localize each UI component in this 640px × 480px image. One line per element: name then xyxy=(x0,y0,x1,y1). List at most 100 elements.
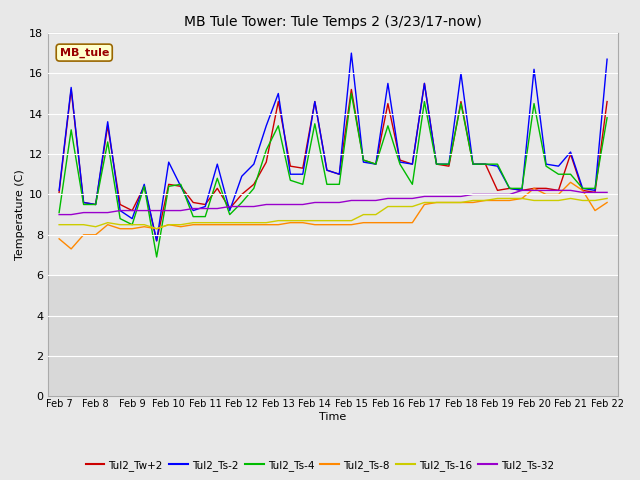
Tul2_Ts-8 xyxy=(348,222,355,228)
Tul2_Ts-4 xyxy=(591,185,599,191)
Tul2_Tw+2 xyxy=(493,188,501,193)
Tul2_Ts-4 xyxy=(445,161,452,167)
Tul2_Ts-2 xyxy=(518,188,526,193)
Tul2_Ts-4 xyxy=(116,216,124,221)
Tul2_Ts-8 xyxy=(55,236,63,242)
Tul2_Ts-2 xyxy=(481,161,489,167)
Tul2_Ts-32 xyxy=(153,208,161,214)
Tul2_Ts-2 xyxy=(104,119,111,125)
Tul2_Tw+2 xyxy=(420,81,428,86)
Tul2_Ts-4 xyxy=(250,185,258,191)
Tul2_Ts-32 xyxy=(311,200,319,205)
Tul2_Ts-8 xyxy=(372,220,380,226)
Tul2_Ts-4 xyxy=(129,222,136,228)
Tul2_Ts-8 xyxy=(202,222,209,228)
Title: MB Tule Tower: Tule Temps 2 (3/23/17-now): MB Tule Tower: Tule Temps 2 (3/23/17-now… xyxy=(184,15,482,29)
Tul2_Ts-32 xyxy=(348,198,355,204)
Tul2_Ts-2 xyxy=(591,188,599,193)
Tul2_Ts-8 xyxy=(493,198,501,204)
Tul2_Ts-2 xyxy=(238,173,246,179)
Tul2_Ts-8 xyxy=(360,220,367,226)
Tul2_Tw+2 xyxy=(250,181,258,187)
Tul2_Tw+2 xyxy=(555,188,563,193)
Tul2_Tw+2 xyxy=(275,99,282,105)
Tul2_Ts-8 xyxy=(116,226,124,232)
Tul2_Ts-8 xyxy=(457,200,465,205)
Tul2_Ts-4 xyxy=(542,163,550,169)
Tul2_Ts-16 xyxy=(481,198,489,204)
Tul2_Tw+2 xyxy=(116,202,124,207)
Tul2_Tw+2 xyxy=(335,171,343,177)
Tul2_Ts-8 xyxy=(92,232,99,238)
Tul2_Ts-2 xyxy=(226,208,234,214)
Tul2_Ts-16 xyxy=(566,195,574,201)
Tul2_Tw+2 xyxy=(591,190,599,195)
Tul2_Ts-8 xyxy=(408,220,416,226)
Tul2_Ts-4 xyxy=(348,91,355,96)
Tul2_Ts-16 xyxy=(202,220,209,226)
Tul2_Ts-32 xyxy=(591,190,599,195)
Tul2_Ts-16 xyxy=(104,220,111,226)
Tul2_Ts-2 xyxy=(335,171,343,177)
Tul2_Tw+2 xyxy=(177,183,184,189)
Tul2_Ts-16 xyxy=(165,222,173,228)
Tul2_Ts-2 xyxy=(262,123,270,129)
Tul2_Ts-8 xyxy=(311,222,319,228)
Tul2_Tw+2 xyxy=(542,185,550,191)
Tul2_Ts-4 xyxy=(493,161,501,167)
Tul2_Tw+2 xyxy=(433,161,440,167)
Tul2_Ts-8 xyxy=(555,192,563,197)
Tul2_Ts-32 xyxy=(493,192,501,197)
Tul2_Ts-16 xyxy=(530,198,538,204)
Tul2_Ts-2 xyxy=(140,181,148,187)
Tul2_Ts-2 xyxy=(360,159,367,165)
Tul2_Ts-2 xyxy=(433,161,440,167)
Tul2_Ts-8 xyxy=(469,200,477,205)
Tul2_Tw+2 xyxy=(530,185,538,191)
Tul2_Ts-4 xyxy=(177,181,184,187)
Tul2_Ts-2 xyxy=(420,81,428,86)
Tul2_Ts-4 xyxy=(262,147,270,153)
Tul2_Ts-16 xyxy=(579,198,586,204)
Y-axis label: Temperature (C): Temperature (C) xyxy=(15,169,25,260)
Tul2_Ts-8 xyxy=(384,220,392,226)
Tul2_Ts-32 xyxy=(202,205,209,211)
Tul2_Ts-2 xyxy=(287,171,294,177)
Tul2_Ts-8 xyxy=(433,200,440,205)
Tul2_Ts-8 xyxy=(566,180,574,185)
Tul2_Ts-4 xyxy=(335,181,343,187)
Tul2_Ts-16 xyxy=(335,218,343,224)
Tul2_Ts-4 xyxy=(104,139,111,145)
Tul2_Ts-8 xyxy=(262,222,270,228)
Tul2_Ts-32 xyxy=(506,192,513,197)
Tul2_Ts-8 xyxy=(189,222,197,228)
Tul2_Ts-32 xyxy=(129,208,136,214)
Tul2_Ts-16 xyxy=(591,198,599,204)
Tul2_Tw+2 xyxy=(287,163,294,169)
Tul2_Ts-16 xyxy=(92,224,99,229)
Tul2_Ts-2 xyxy=(579,185,586,191)
Tul2_Ts-16 xyxy=(177,222,184,228)
Tul2_Ts-16 xyxy=(189,220,197,226)
Tul2_Ts-4 xyxy=(360,157,367,163)
Tul2_Ts-16 xyxy=(555,198,563,204)
Tul2_Ts-32 xyxy=(323,200,331,205)
Tul2_Ts-8 xyxy=(518,195,526,201)
Tul2_Ts-4 xyxy=(55,210,63,216)
Tul2_Ts-2 xyxy=(55,188,63,193)
Tul2_Ts-4 xyxy=(299,181,307,187)
Tul2_Tw+2 xyxy=(372,161,380,167)
Tul2_Ts-16 xyxy=(604,195,611,201)
Tul2_Ts-4 xyxy=(604,115,611,120)
Tul2_Ts-32 xyxy=(445,193,452,199)
Tul2_Ts-32 xyxy=(360,198,367,204)
Tul2_Ts-8 xyxy=(67,246,75,252)
Tul2_Ts-16 xyxy=(518,195,526,201)
Tul2_Ts-2 xyxy=(604,56,611,62)
Tul2_Ts-16 xyxy=(323,218,331,224)
Tul2_Ts-32 xyxy=(262,202,270,207)
Tul2_Tw+2 xyxy=(140,183,148,189)
Tul2_Ts-16 xyxy=(116,222,124,228)
Tul2_Ts-2 xyxy=(530,66,538,72)
Tul2_Ts-32 xyxy=(250,204,258,209)
